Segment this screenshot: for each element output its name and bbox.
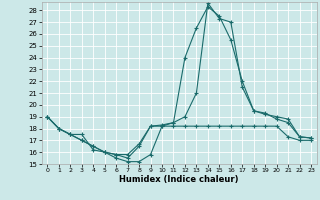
X-axis label: Humidex (Indice chaleur): Humidex (Indice chaleur) (119, 175, 239, 184)
